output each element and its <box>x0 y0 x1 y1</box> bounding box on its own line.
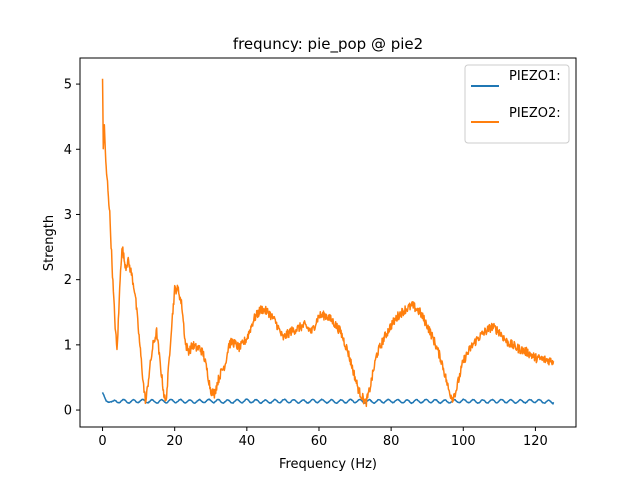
y-tick-label: 1 <box>64 338 72 353</box>
x-tick-label: 60 <box>311 434 328 449</box>
y-tick-label: 3 <box>64 208 72 223</box>
y-tick-label: 0 <box>64 404 72 419</box>
x-axis-label: Frequency (Hz) <box>279 457 377 472</box>
plot-frame <box>79 57 577 428</box>
y-tick-label: 5 <box>64 78 72 93</box>
series-line <box>101 392 555 405</box>
x-tick-label: 20 <box>166 434 183 449</box>
series-piezo1 <box>101 392 555 405</box>
legend-label-piezo1: PIEZO1: <box>509 69 561 84</box>
y-axis-label: Strength <box>42 215 57 271</box>
chart-title: frequncy: pie_pop @ pie2 <box>233 35 423 54</box>
x-tick-label: 100 <box>451 434 476 449</box>
y-tick-label: 2 <box>64 273 72 288</box>
x-tick-label: 80 <box>383 434 400 449</box>
legend-label-piezo2: PIEZO2: <box>509 106 561 121</box>
series-piezo2 <box>101 78 555 408</box>
legend: PIEZO1: PIEZO2: <box>464 64 570 144</box>
legend-box <box>464 64 570 144</box>
series-line <box>101 78 555 408</box>
x-tick-label: 40 <box>239 434 256 449</box>
x-tick-label: 120 <box>523 434 548 449</box>
y-tick-label: 4 <box>64 143 72 158</box>
x-tick-label: 0 <box>98 434 106 449</box>
